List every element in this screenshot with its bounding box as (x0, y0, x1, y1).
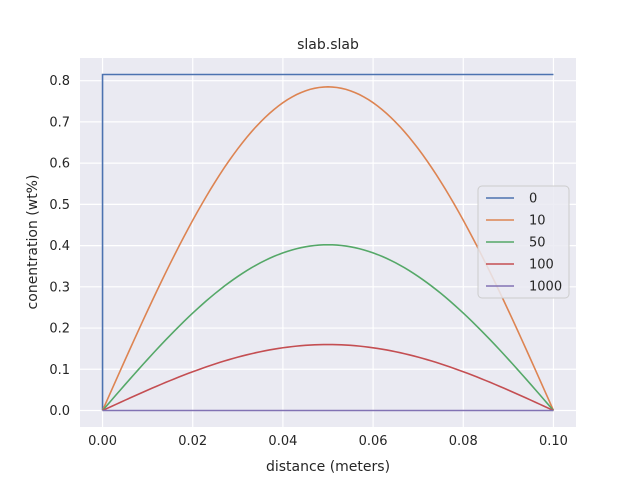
legend-label-50: 50 (529, 236, 546, 251)
y-ticks: 0.0 0.1 0.2 0.3 0.4 0.5 0.6 0.7 0.8 (49, 74, 70, 419)
y-tick-label: 0.0 (49, 404, 70, 419)
legend-label-10: 10 (529, 214, 546, 229)
series-lines (101, 73, 555, 412)
legend-label-100: 100 (529, 258, 554, 273)
x-axis-label: distance (meters) (266, 459, 390, 475)
x-tick-label: 0.06 (359, 434, 388, 449)
y-axis-label: conentration (wt%) (25, 175, 41, 310)
y-tick-label: 0.6 (49, 157, 70, 172)
x-tick-label: 0.02 (178, 434, 207, 449)
x-ticks: 0.00 0.02 0.04 0.06 0.08 0.10 (88, 434, 568, 449)
legend-label-1000: 1000 (529, 280, 562, 295)
y-tick-label: 0.7 (49, 115, 70, 130)
y-tick-label: 0.3 (49, 280, 70, 295)
x-tick-label: 0.04 (268, 434, 297, 449)
series-line-50 (101, 243, 555, 412)
x-tick-label: 0.00 (88, 434, 117, 449)
legend-box (477, 185, 570, 299)
y-tick-label: 0.2 (49, 322, 70, 337)
y-tick-label: 0.5 (49, 198, 70, 213)
legend: 0 10 50 100 1000 (477, 185, 570, 299)
x-tick-label: 0.10 (539, 434, 568, 449)
x-tick-label: 0.08 (449, 434, 478, 449)
y-tick-label: 0.8 (49, 74, 70, 89)
chart-title: slab.slab (297, 37, 359, 53)
y-tick-label: 0.1 (49, 363, 70, 378)
y-tick-label: 0.4 (49, 239, 70, 254)
series-line-100 (102, 343, 554, 412)
series-line-0 (101, 73, 554, 411)
legend-label-0: 0 (529, 192, 537, 207)
